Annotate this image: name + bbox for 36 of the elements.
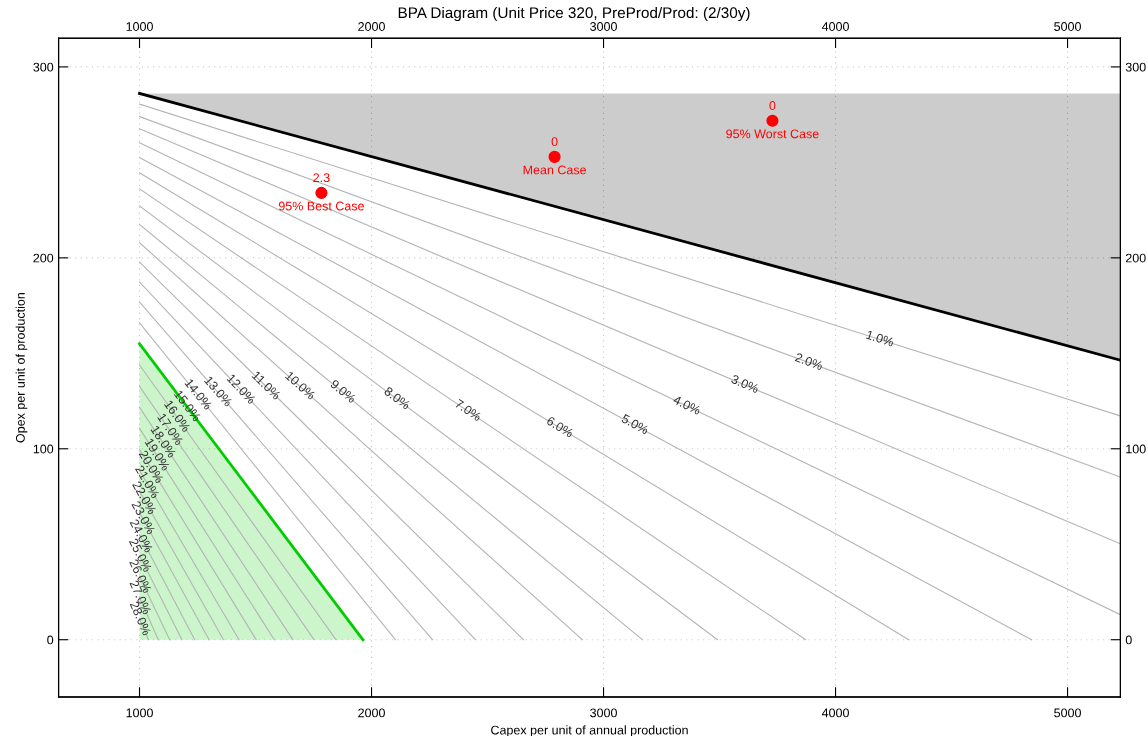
annotation: 2.0% (794, 352, 824, 371)
annotation: 95% Best Case (278, 201, 364, 211)
annotation: 4.0% (672, 395, 702, 416)
x-tick-label: 5000 (1054, 22, 1081, 31)
x2-tick-label: 4000 (821, 708, 849, 718)
annotation: 5.0% (620, 413, 650, 435)
y-tick-label: 0 (47, 635, 54, 645)
x2-tick-label: 5000 (1054, 708, 1081, 718)
annotation: 6.0% (546, 416, 575, 438)
point (315, 186, 328, 200)
annotation: 0 (769, 101, 776, 110)
annotation: 0 (551, 137, 558, 147)
annotation: 3.0% (730, 374, 760, 394)
chart-title: BPA Diagram (Unit Price 320, PreProd/Prod: (2/30y) (398, 6, 750, 22)
y2-tick-label: 100 (1126, 444, 1146, 454)
point (766, 114, 779, 127)
x-tick-label: 4000 (821, 22, 849, 31)
annotation: 95% Worst Case (726, 129, 819, 139)
annotation: 2.3 (313, 173, 330, 183)
annotation: 1.0% (865, 330, 895, 347)
y-axis-title: Opex per unit of production (15, 293, 28, 443)
y-tick-label: 100 (33, 444, 54, 454)
y-tick-label: 300 (33, 62, 54, 72)
y-tick-label: 200 (33, 253, 54, 263)
y2-tick-label: 0 (1125, 635, 1132, 645)
x2-tick-label: 1000 (126, 708, 153, 718)
y2-tick-label: 300 (1125, 62, 1146, 72)
x-tick-label: 1000 (126, 22, 153, 31)
x-axis-title: Capex per unit of annual production (491, 725, 688, 736)
x-tick-label: 2000 (358, 22, 385, 31)
x2-tick-label: 3000 (590, 708, 617, 718)
y2-tick-label: 200 (1125, 253, 1146, 263)
x-tick-label: 3000 (590, 22, 617, 31)
annotation: Mean Case (523, 165, 586, 175)
x2-tick-label: 2000 (358, 708, 385, 718)
point (548, 150, 561, 163)
